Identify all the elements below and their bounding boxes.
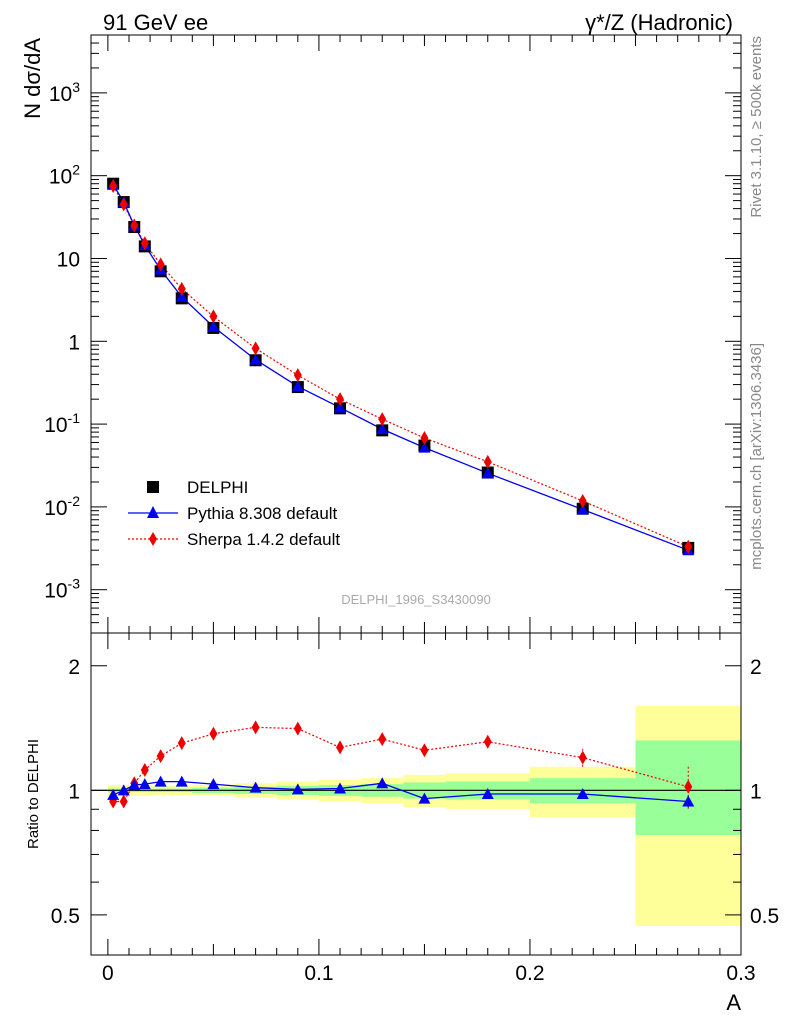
x-tick-label: 0.1 <box>304 962 333 985</box>
sherpa-point <box>130 218 139 233</box>
legend-sherpa-label: Sherpa 1.4.2 default <box>187 530 340 549</box>
upper-y-tick-label: 103 <box>49 79 80 106</box>
lower-axes: 0.5 0.5 1 1 2 2 0 0.1 0.2 0.3 <box>51 633 779 985</box>
sherpa-ratio-point <box>336 740 345 755</box>
sherpa-ratio-point <box>483 734 492 749</box>
sherpa-ratio-point <box>578 750 587 765</box>
pythia-point <box>334 401 347 413</box>
upper-y-tick-label: 102 <box>49 162 80 189</box>
legend-item-delphi: DELPHI <box>147 478 248 497</box>
pythia-point <box>481 467 494 479</box>
pythia-ratio-point <box>481 787 494 799</box>
pythia-ratio-point <box>418 792 431 804</box>
lower-y-axis-label: Ratio to DELPHI <box>25 739 42 849</box>
legend-delphi-marker <box>147 481 159 493</box>
upper-plot-area <box>107 177 695 556</box>
sherpa-ratio-point <box>378 732 387 747</box>
top-right-title: γ*/Z (Hadronic) <box>585 10 733 35</box>
pythia-ratio-point <box>291 783 304 795</box>
x-axis-label: A <box>726 990 741 1015</box>
lower-panel: 0.5 0.5 1 1 2 2 0 0.1 0.2 0.3 Ratio to DELPHI A <box>25 632 779 1015</box>
sherpa-point <box>684 539 693 554</box>
lower-y-tick-label-left: 0.5 <box>51 905 80 928</box>
upper-y-tick-label: 10-3 <box>44 576 80 603</box>
pythia-ratio-point <box>334 782 347 794</box>
legend-item-sherpa: Sherpa 1.4.2 default <box>128 530 340 549</box>
sherpa-point <box>378 412 387 427</box>
lower-y-tick-label-right: 0.5 <box>750 905 779 928</box>
sherpa-ratio-point <box>177 736 186 751</box>
sherpa-ratio-line <box>113 726 689 803</box>
legend-delphi-label: DELPHI <box>187 478 248 497</box>
sherpa-point <box>420 430 429 445</box>
sherpa-ratio-point <box>140 762 149 777</box>
sherpa-ratio-point <box>119 794 128 809</box>
sherpa-point <box>336 392 345 407</box>
sherpa-ratio-point <box>251 720 260 735</box>
lower-y-tick-label-left: 2 <box>68 656 80 679</box>
sherpa-point <box>578 493 587 508</box>
sherpa-point <box>251 341 260 356</box>
upper-y-tick-label: 10-1 <box>44 410 80 437</box>
pythia-point <box>291 380 304 392</box>
legend-pythia-label: Pythia 8.308 default <box>187 504 338 523</box>
legend: DELPHI Pythia 8.308 default Sherpa 1.4.2… <box>128 478 340 549</box>
legend-item-pythia: Pythia 8.308 default <box>128 504 338 523</box>
pythia-point <box>418 441 431 453</box>
sherpa-ratio-point <box>209 726 218 741</box>
pythia-ratio-point <box>576 787 589 799</box>
pythia-ratio-point <box>175 775 188 787</box>
analysis-watermark: DELPHI_1996_S3430090 <box>341 592 491 607</box>
sherpa-point <box>109 179 118 194</box>
upper-y-axis-label: N dσ/dA <box>20 38 45 119</box>
lower-y-tick-label-left: 1 <box>68 780 80 803</box>
upper-y-tick-label: 10 <box>57 248 80 271</box>
upper-y-tick-label: 10-2 <box>44 493 80 520</box>
pythia-point <box>175 290 188 302</box>
x-tick-label: 0.3 <box>726 962 755 985</box>
pythia-point <box>576 503 589 515</box>
pythia-ratio-point <box>107 788 120 800</box>
top-left-title: 91 GeV ee <box>103 10 208 35</box>
pythia-point <box>249 353 262 365</box>
upper-axes: 10-3 10-2 10-1 1 10 102 103 <box>44 34 742 634</box>
lower-frame <box>90 632 742 956</box>
upper-y-tick-label: 1 <box>68 331 80 354</box>
sherpa-ratio-point <box>293 721 302 736</box>
pythia-ratio-point <box>682 795 695 807</box>
sherpa-point <box>177 281 186 296</box>
pythia-point <box>207 320 220 332</box>
pythia-ratio-point <box>117 784 130 796</box>
sherpa-point <box>156 257 165 272</box>
sherpa-point <box>140 236 149 251</box>
sherpa-point <box>209 309 218 324</box>
pythia-ratio-point <box>128 779 141 791</box>
upper-panel: 10-3 10-2 10-1 1 10 102 103 N dσ/dA DELPHI Pyt… <box>20 34 742 634</box>
x-tick-label: 0.2 <box>515 962 544 985</box>
mcplots-reference-label: mcplots.cern.ch [arXiv:1306.3436] <box>748 343 765 570</box>
legend-sherpa-marker <box>149 532 157 546</box>
legend-pythia-marker <box>147 506 159 518</box>
sherpa-point <box>119 197 128 212</box>
sherpa-ratio-point <box>420 743 429 758</box>
pythia-ratio-point <box>249 781 262 793</box>
pythia-point <box>376 423 389 435</box>
pythia-ratio-point <box>207 778 220 790</box>
sherpa-point <box>293 368 302 383</box>
x-tick-label: 0 <box>102 962 114 985</box>
lower-y-tick-label-right: 2 <box>750 656 762 679</box>
sherpa-ratio-point <box>684 779 693 794</box>
pythia-ratio-point <box>138 778 151 790</box>
pythia-ratio-point <box>154 775 167 787</box>
sherpa-ratio-point <box>156 749 165 764</box>
sherpa-point <box>483 454 492 469</box>
pythia-ratio-point <box>376 777 389 789</box>
lower-plot-area <box>91 705 741 927</box>
rivet-version-label: Rivet 3.1.10, ≥ 500k events <box>748 36 765 218</box>
lower-y-tick-label-right: 1 <box>750 780 762 803</box>
